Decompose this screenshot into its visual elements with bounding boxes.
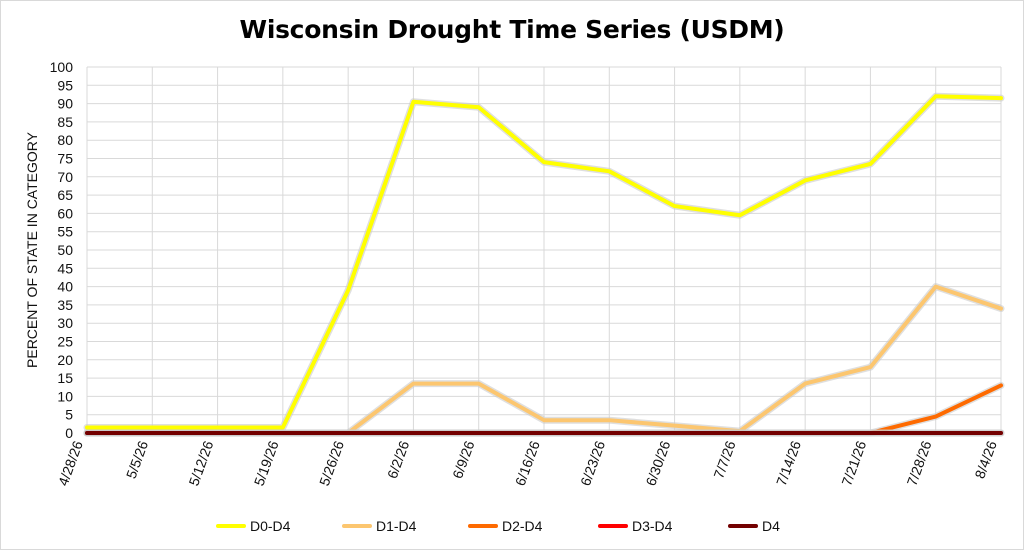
y-tick-label: 30 <box>57 315 73 331</box>
y-tick-label: 80 <box>57 132 73 148</box>
x-tick-label: 6/9/26 <box>449 438 477 480</box>
y-tick-label: 50 <box>57 242 73 258</box>
x-tick-label: 5/26/26 <box>316 438 347 488</box>
y-tick-label: 60 <box>57 205 73 221</box>
x-tick-label: 7/28/26 <box>904 438 935 488</box>
x-tick-label: 6/30/26 <box>642 438 673 488</box>
y-tick-label: 5 <box>65 407 73 423</box>
legend-label-d2-d4: D2-D4 <box>502 518 543 534</box>
y-tick-label: 45 <box>57 260 73 276</box>
y-tick-label: 25 <box>57 334 73 350</box>
x-tick-label: 6/16/26 <box>512 438 543 488</box>
x-tick-label: 6/2/26 <box>384 438 412 480</box>
y-tick-label: 10 <box>57 388 73 404</box>
x-tick-label: 5/19/26 <box>251 438 282 488</box>
y-tick-label: 40 <box>57 279 73 295</box>
y-tick-label: 20 <box>57 352 73 368</box>
x-tick-label: 6/23/26 <box>577 438 608 488</box>
y-tick-label: 15 <box>57 370 73 386</box>
y-tick-label: 35 <box>57 297 73 313</box>
x-tick-label: 7/21/26 <box>838 438 869 488</box>
x-tick-label: 7/14/26 <box>773 438 804 488</box>
y-tick-label: 85 <box>57 114 73 130</box>
y-tick-label: 95 <box>57 77 73 93</box>
y-tick-label: 65 <box>57 187 73 203</box>
y-tick-label: 75 <box>57 151 73 167</box>
x-tick-label: 5/5/26 <box>123 438 151 480</box>
y-tick-label: 100 <box>50 59 74 75</box>
y-tick-label: 90 <box>57 96 73 112</box>
legend-label-d0-d4: D0-D4 <box>250 518 291 534</box>
y-tick-label: 55 <box>57 224 73 240</box>
y-tick-label: 0 <box>65 425 73 441</box>
x-tick-label: 5/12/26 <box>185 438 216 488</box>
y-axis-label: PERCENT OF STATE IN CATEGORY <box>24 131 40 368</box>
legend-label-d1-d4: D1-D4 <box>376 518 417 534</box>
legend-label-d3-d4: D3-D4 <box>632 518 673 534</box>
x-tick-label: 7/7/26 <box>710 438 738 480</box>
series-line-d0-d4 <box>85 94 1003 430</box>
chart-title: Wisconsin Drought Time Series (USDM) <box>239 15 785 44</box>
x-tick-label: 4/28/26 <box>55 438 86 488</box>
legend-label-d4: D4 <box>762 518 780 534</box>
y-tick-label: 70 <box>57 169 73 185</box>
x-tick-label: 8/4/26 <box>971 438 999 480</box>
